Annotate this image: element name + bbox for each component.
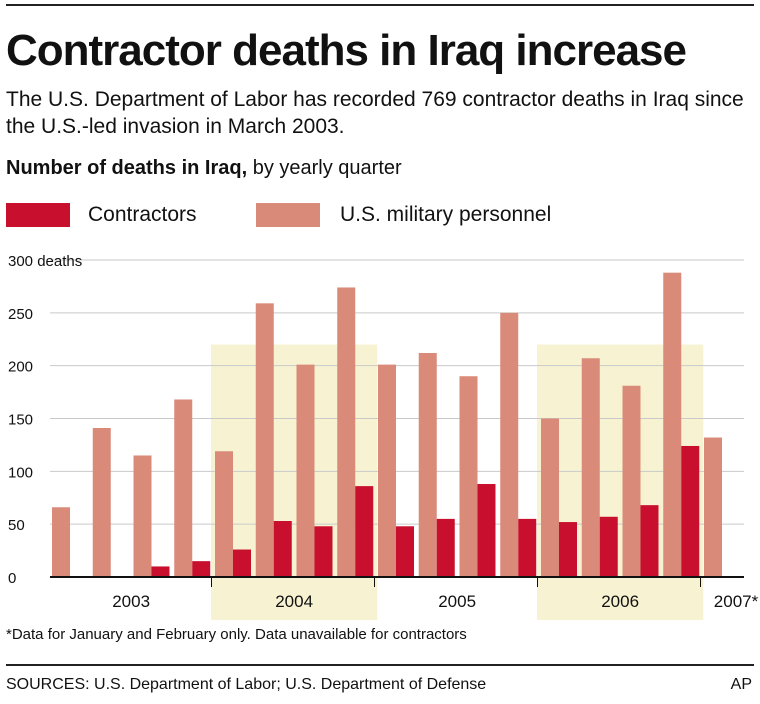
footnote: *Data for January and February only. Dat… (6, 626, 467, 643)
bar-military-2006-q1 (541, 418, 559, 577)
legend-label-contractors: Contractors (88, 203, 197, 226)
chart-subtitle: The U.S. Department of Labor has recorde… (6, 88, 744, 138)
bar-contractors-2006-q3 (640, 505, 659, 577)
bar-military-2003-q1 (52, 507, 70, 577)
y-tick-label-100: 100 (8, 464, 33, 481)
y-tick-label-200: 200 (8, 359, 33, 376)
bar-military-2003-q3 (133, 455, 152, 577)
chart-heading: Number of deaths in Iraq, by yearly quar… (6, 156, 402, 180)
bar-contractors-2003-q4 (192, 561, 211, 577)
bar-contractors-2005-q2 (436, 518, 455, 577)
chart-heading-bold: Number of deaths in Iraq, (6, 157, 248, 179)
x-year-label-2003: 2003 (112, 592, 150, 611)
y-tick-label-250: 250 (8, 306, 33, 323)
bar-military-2005-q2 (418, 352, 437, 577)
bar-military-2006-q3 (622, 385, 641, 577)
bar-contractors-2004-q3 (314, 526, 333, 577)
bottom-rule (6, 664, 754, 666)
bar-military-2006-q4 (663, 272, 682, 577)
bar-contractors-2006-q4 (681, 445, 700, 577)
y-tick-label-300: 300 deaths (8, 253, 82, 270)
legend-item-military: U.S. military personnel (256, 200, 596, 230)
chart-heading-rest: by yearly quarter (247, 157, 402, 179)
x-year-label-2006: 2006 (601, 592, 639, 611)
bar-contractors-2003-q3 (151, 566, 170, 577)
bar-military-2004-q3 (296, 364, 315, 577)
sources-line: SOURCES: U.S. Department of Labor; U.S. … (6, 676, 487, 693)
bar-military-2007 (704, 437, 722, 577)
bar-military-2003-q4 (174, 399, 193, 577)
bar-chart: 0 50 100 150 200 250 300 deaths 2003 2004 2005 200… (8, 253, 759, 620)
credit-ap: AP (730, 676, 752, 693)
bar-military-2005-q1 (378, 364, 396, 577)
bar-contractors-2004-q4 (355, 486, 374, 577)
bar-contractors-2005-q4 (518, 518, 537, 577)
bar-military-2004-q2 (255, 303, 274, 577)
bar-military-2005-q4 (500, 312, 519, 577)
bar-contractors-2005-q3 (477, 484, 496, 577)
legend-swatch-military (256, 203, 320, 227)
y-tick-label-0: 0 (8, 570, 16, 587)
legend-item-contractors: Contractors (6, 200, 226, 230)
chart-title: Contractor deaths in Iraq increase (6, 26, 687, 75)
x-year-label-2007: 2007* (714, 592, 759, 611)
bar-military-2003-q2 (92, 428, 111, 577)
bar-contractors-2005-q1 (396, 526, 414, 577)
y-tick-label-50: 50 (8, 517, 25, 534)
bar-military-2004-q4 (337, 287, 356, 577)
bar-contractors-2006-q1 (559, 522, 577, 577)
x-year-label-2004: 2004 (275, 592, 313, 611)
y-tick-label-150: 150 (8, 412, 33, 429)
legend-swatch-contractors (6, 203, 70, 227)
bar-military-2005-q3 (459, 376, 478, 577)
legend-label-military: U.S. military personnel (340, 203, 552, 226)
bar-contractors-2004-q2 (273, 520, 292, 577)
bar-contractors-2006-q2 (599, 516, 618, 577)
top-rule (6, 4, 754, 6)
bar-military-2006-q2 (581, 358, 600, 577)
x-year-label-2005: 2005 (438, 592, 476, 611)
bar-contractors-2004-q1 (233, 549, 251, 577)
bar-military-2004-q1 (215, 451, 233, 577)
